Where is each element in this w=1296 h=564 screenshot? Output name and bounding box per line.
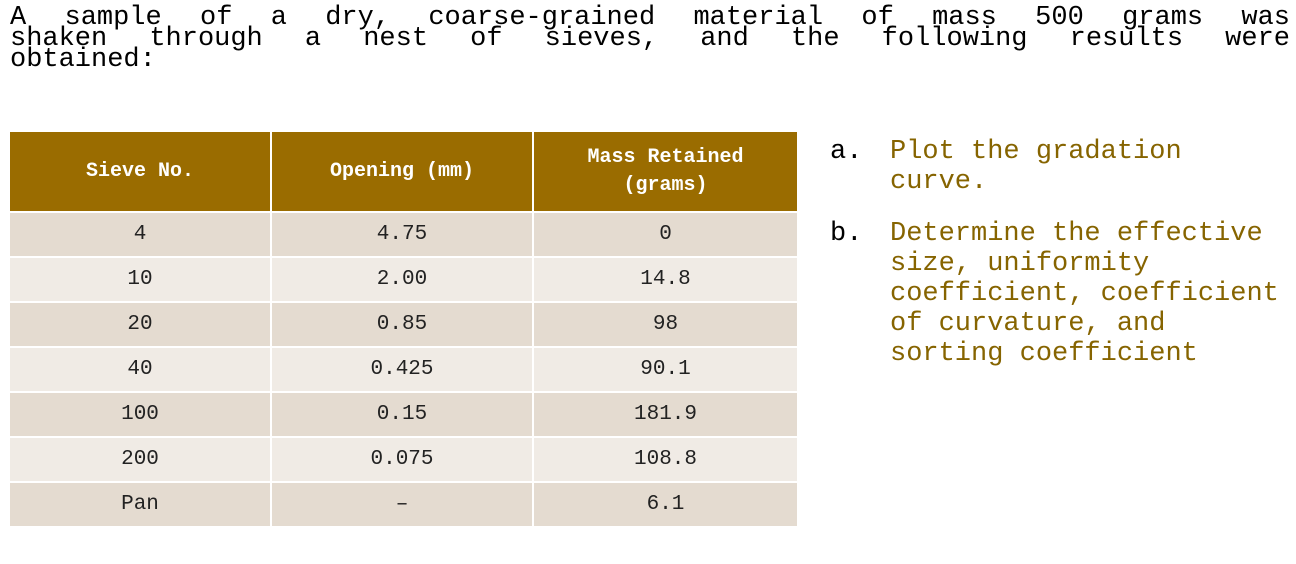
table-row: 20 0.85 98	[10, 302, 797, 348]
cell-sieve-no: 100	[10, 392, 272, 438]
cell-opening: 0.425	[271, 347, 534, 393]
problem-statement-line-1: A sample of a dry, coarse-grained materi…	[10, 3, 1290, 33]
table-row: 100 0.15 181.9	[10, 392, 797, 438]
cell-mass-retained: 14.8	[533, 257, 797, 303]
table-row: 200 0.075 108.8	[10, 437, 797, 483]
table-header-row: Sieve No. Opening (mm) Mass Retained (gr…	[10, 132, 797, 213]
cell-mass-retained: 98	[533, 302, 797, 348]
sieve-analysis-table: Sieve No. Opening (mm) Mass Retained (gr…	[10, 132, 797, 528]
task-marker: b.	[830, 219, 863, 249]
task-item-a: a. Plot the gradation curve.	[830, 137, 1292, 197]
cell-mass-retained: 0	[533, 212, 797, 258]
task-text: Plot the gradation curve.	[890, 137, 1182, 197]
table-row: 10 2.00 14.8	[10, 257, 797, 303]
cell-opening: –	[271, 482, 534, 528]
cell-mass-retained: 181.9	[533, 392, 797, 438]
cell-sieve-no: 40	[10, 347, 272, 393]
cell-opening: 0.075	[271, 437, 534, 483]
cell-sieve-no: 20	[10, 302, 272, 348]
task-marker: a.	[830, 137, 863, 167]
cell-mass-retained: 90.1	[533, 347, 797, 393]
cell-sieve-no: 200	[10, 437, 272, 483]
task-item-b: b. Determine the effective size, uniform…	[830, 219, 1292, 369]
cell-mass-retained: 108.8	[533, 437, 797, 483]
cell-sieve-no: 4	[10, 212, 272, 258]
task-list: a. Plot the gradation curve. b. Determin…	[830, 137, 1292, 391]
table-row: Pan – 6.1	[10, 482, 797, 528]
table-row: 40 0.425 90.1	[10, 347, 797, 393]
problem-statement-line-2: shaken through a nest of sieves, and the…	[10, 24, 1290, 54]
cell-sieve-no: 10	[10, 257, 272, 303]
cell-sieve-no: Pan	[10, 482, 272, 528]
header-opening: Opening (mm)	[271, 132, 534, 213]
header-mass-retained: Mass Retained (grams)	[533, 132, 797, 213]
header-sieve-no: Sieve No.	[10, 132, 272, 213]
cell-mass-retained: 6.1	[533, 482, 797, 528]
table-row: 4 4.75 0	[10, 212, 797, 258]
problem-statement-line-3: obtained:	[10, 45, 156, 75]
cell-opening: 0.15	[271, 392, 534, 438]
cell-opening: 2.00	[271, 257, 534, 303]
task-text: Determine the effective size, uniformity…	[890, 219, 1279, 369]
cell-opening: 0.85	[271, 302, 534, 348]
problem-statement: A sample of a dry, coarse-grained materi…	[10, 3, 1290, 75]
cell-opening: 4.75	[271, 212, 534, 258]
